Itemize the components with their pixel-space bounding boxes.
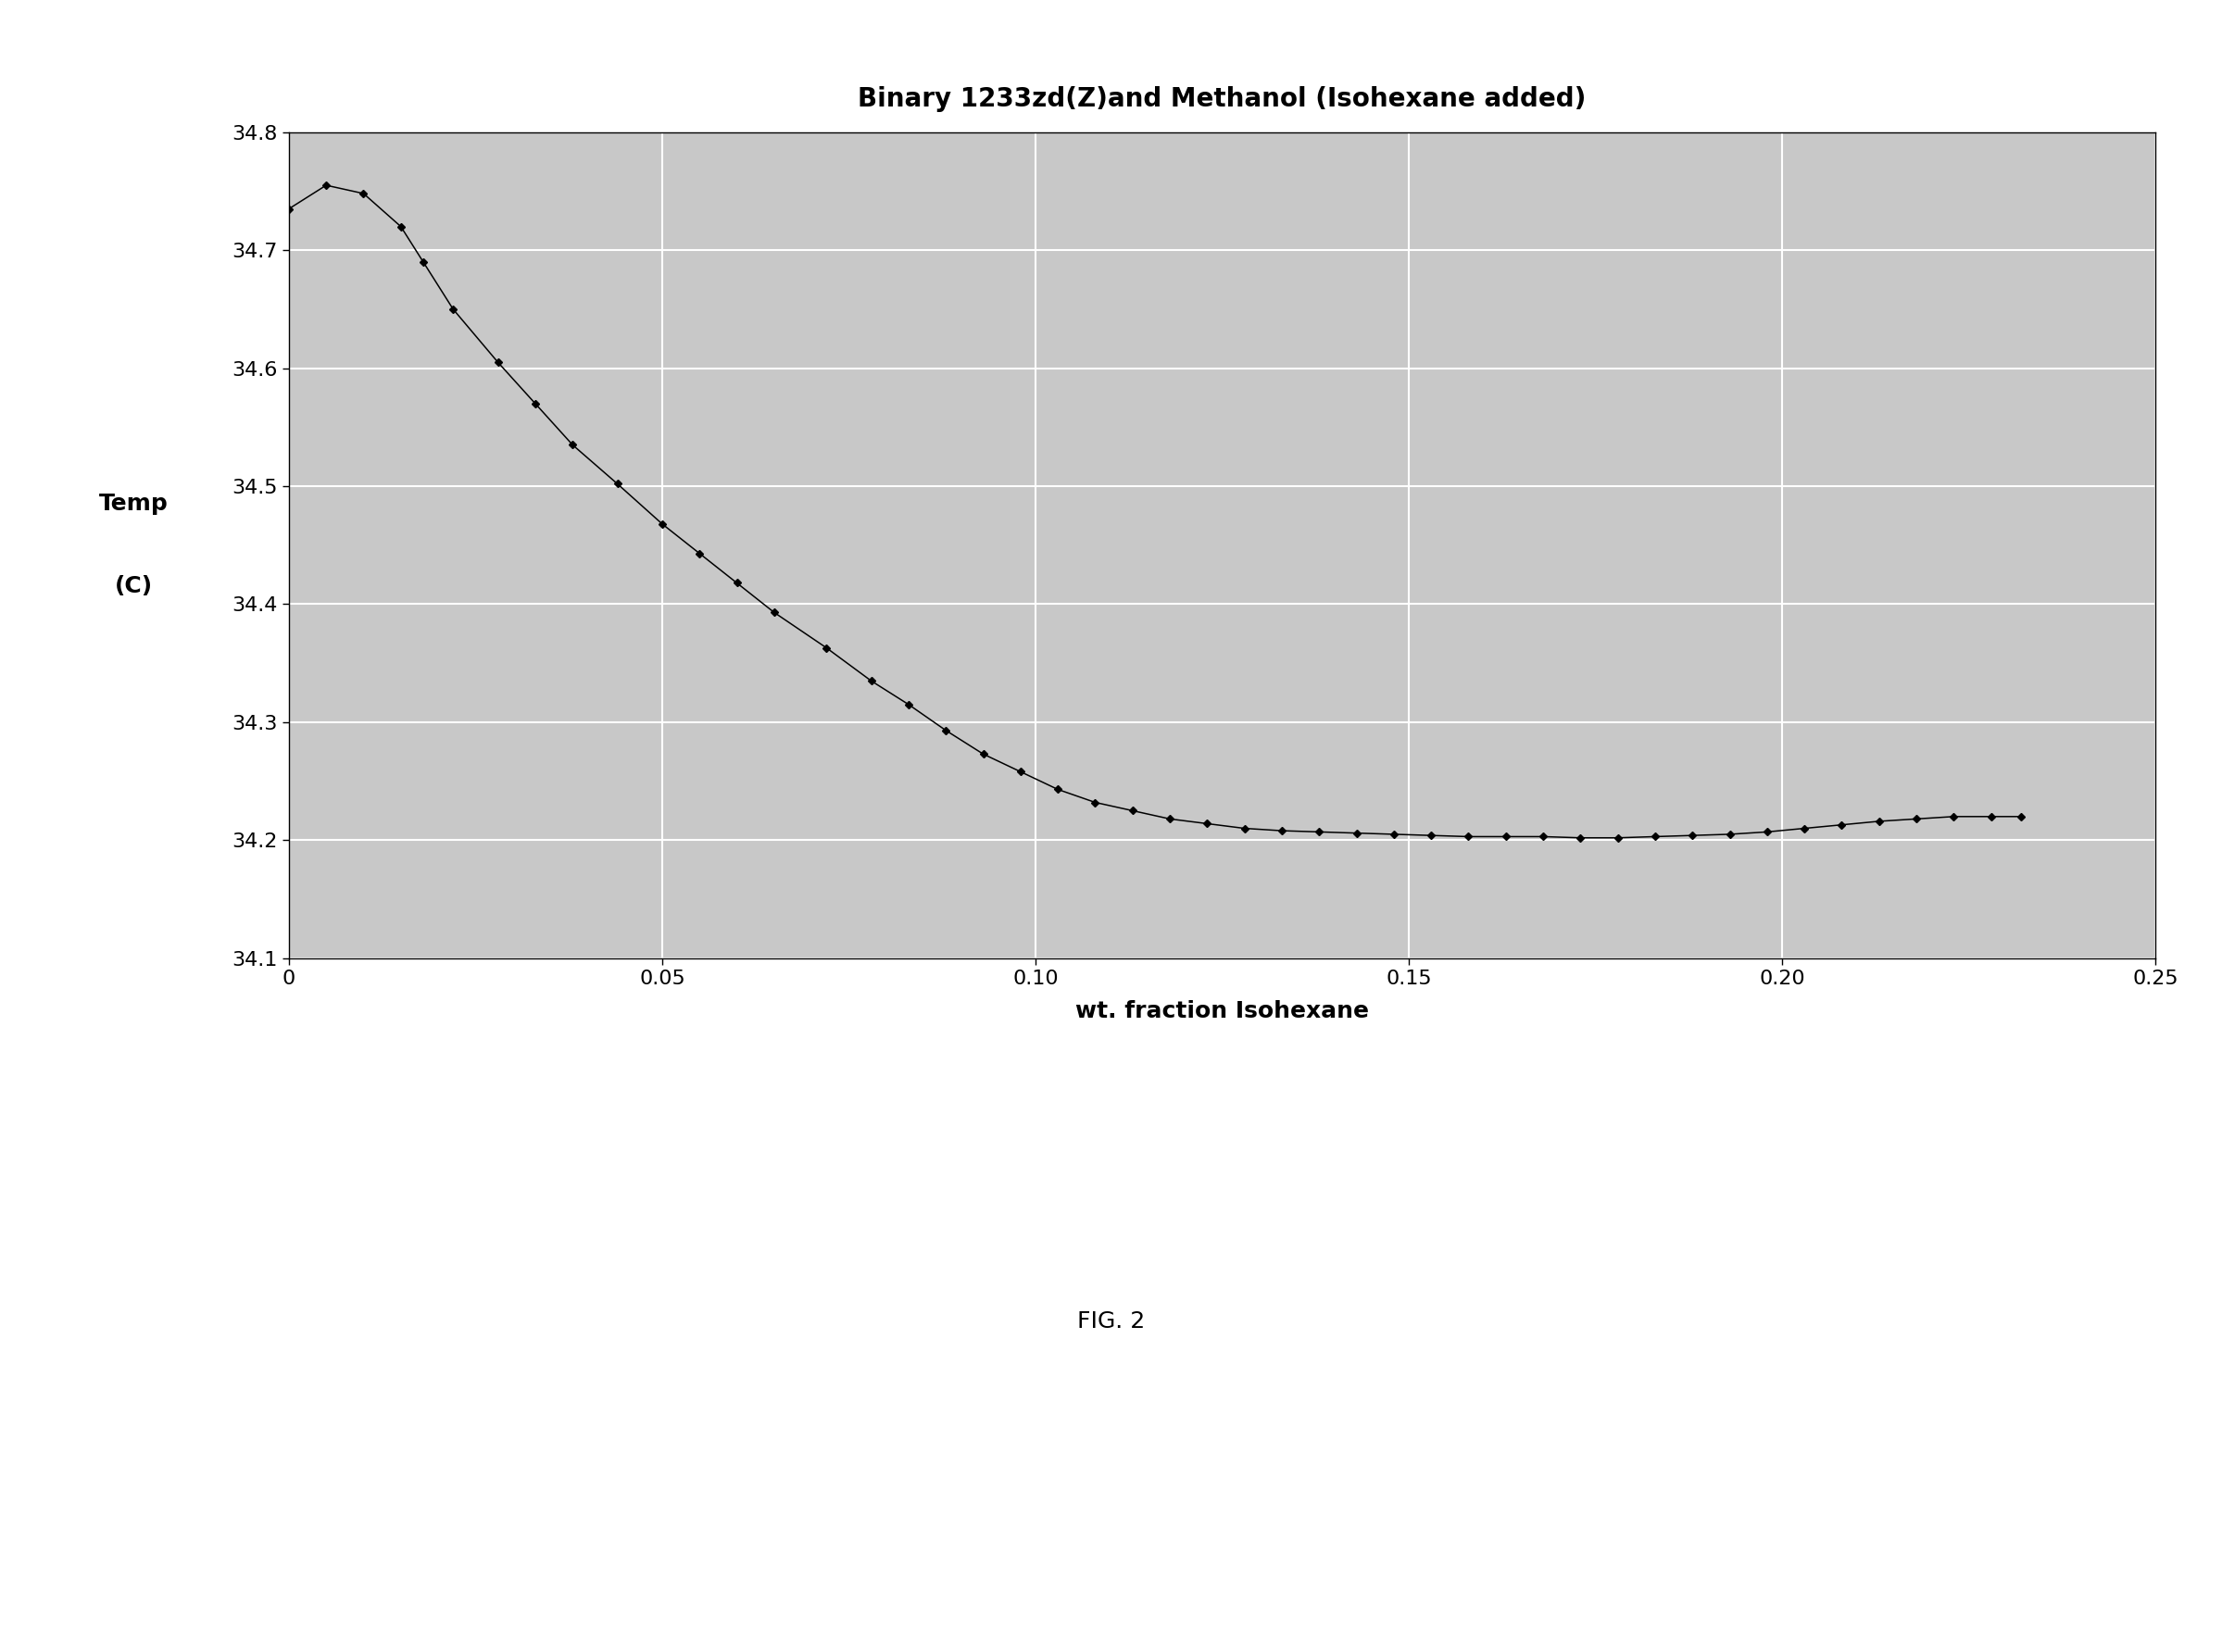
X-axis label: wt. fraction Isohexane: wt. fraction Isohexane: [1075, 1001, 1369, 1023]
Title: Binary 1233zd(Z)and Methanol (Isohexane added): Binary 1233zd(Z)and Methanol (Isohexane …: [858, 86, 1587, 112]
Text: (C): (C): [113, 575, 153, 598]
Text: Temp: Temp: [98, 492, 169, 515]
Text: FIG. 2: FIG. 2: [1078, 1310, 1144, 1333]
